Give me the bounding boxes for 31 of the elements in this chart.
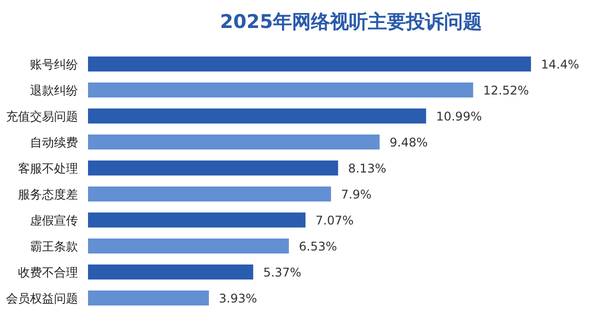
chart-title: 2025年网络视听主要投诉问题 [220,11,482,33]
bar [88,56,531,72]
data-label: 8.13% [348,162,386,176]
data-label: 7.9% [341,188,372,202]
y-tick-label: 自动续费 [30,136,78,150]
y-tick-label: 收费不合理 [18,266,78,280]
bar [88,238,289,254]
y-tick-label: 充值交易问题 [6,110,78,124]
y-tick-label: 会员权益问题 [6,292,78,306]
bar [88,264,254,280]
y-tick-label: 客服不处理 [18,162,78,176]
data-label: 3.93% [218,292,258,306]
bar [88,108,426,124]
bar [88,186,332,202]
y-tick-label: 虚假宣传 [30,214,78,228]
data-label: 7.07% [316,214,354,228]
bar [88,160,338,176]
data-label: 14.4% [541,58,580,72]
bar [88,82,474,98]
y-tick-label: 退款纠纷 [30,84,78,98]
y-tick-label: 账号纠纷 [30,58,78,72]
data-label: 10.99% [436,110,482,124]
data-label: 6.53% [298,240,338,254]
bar [88,212,306,228]
y-tick-label: 霸王条款 [30,240,78,254]
data-label: 12.52% [483,84,529,98]
data-label: 5.37% [263,266,302,280]
bar [88,134,380,150]
bar [88,290,209,306]
data-label: 9.48% [390,136,428,150]
y-tick-label: 服务态度差 [18,188,78,202]
